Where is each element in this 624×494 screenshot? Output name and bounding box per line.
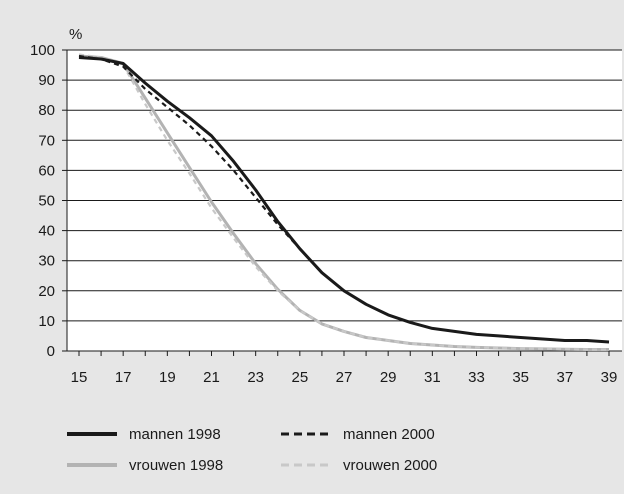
x-tick-label: 37	[556, 369, 573, 386]
x-tick-label: 27	[336, 369, 353, 386]
y-tick-labels: 0 10 20 30 40 50 60 70 80 90 100	[30, 42, 55, 360]
x-tick-label: 25	[291, 369, 308, 386]
x-tick-label: 33	[468, 369, 485, 386]
y-tick-label: 50	[38, 193, 55, 210]
x-tick-label: 17	[115, 369, 132, 386]
axes	[66, 50, 622, 356]
gridlines	[62, 49, 622, 352]
legend-label: vrouwen 2000	[343, 457, 437, 474]
series-line-vrouwen-2000	[78, 53, 609, 351]
y-tick-label: 80	[38, 102, 55, 119]
x-tick-label: 23	[247, 369, 264, 386]
y-tick-label: 70	[38, 132, 55, 149]
y-tick-label: 100	[30, 42, 55, 59]
x-tick-label: 19	[159, 369, 176, 386]
x-tick-label: 29	[380, 369, 397, 386]
x-tick-label: 15	[71, 369, 88, 386]
series-line-mannen-2000	[78, 54, 610, 344]
series-lines	[78, 53, 610, 351]
y-axis-unit-label: %	[69, 26, 82, 43]
y-tick-label: 60	[38, 162, 55, 179]
legend-label: mannen 2000	[343, 426, 435, 443]
legend-label: vrouwen 1998	[129, 457, 223, 474]
legend-label: mannen 1998	[129, 426, 221, 443]
x-tick-label: 21	[203, 369, 220, 386]
x-tick-label: 31	[424, 369, 441, 386]
x-tick-label: 39	[601, 369, 618, 386]
x-tick-labels: 15 17 19 21 23 25 27 29 31 33 35 37 39	[71, 369, 618, 386]
y-tick-label: 30	[38, 253, 55, 270]
y-tick-label: 20	[38, 283, 55, 300]
legend: mannen 1998 mannen 2000 vrouwen 1998 vrouwe…	[67, 426, 437, 474]
y-tick-label: 0	[47, 343, 55, 360]
y-tick-label: 90	[38, 72, 55, 89]
y-tick-label: 10	[38, 313, 55, 330]
y-tick-label: 40	[38, 223, 55, 240]
x-tick-label: 35	[512, 369, 529, 386]
